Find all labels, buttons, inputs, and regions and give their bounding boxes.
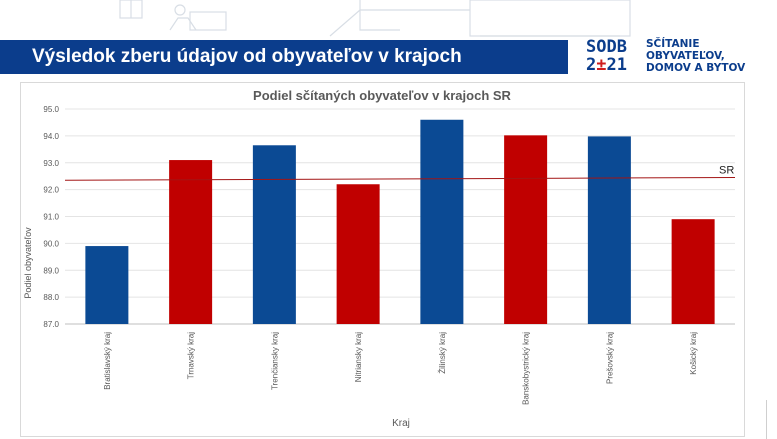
bar-7 — [587, 136, 631, 324]
bar-5 — [420, 119, 464, 324]
bar-1 — [85, 246, 129, 324]
decorative-edge — [766, 400, 777, 439]
x-tick-label: Banskobystrický kraj — [522, 332, 531, 405]
y-tick-label: 92.0 — [43, 186, 59, 195]
y-tick-label: 95.0 — [43, 105, 59, 114]
y-axis-label: Podiel obyvateľov — [23, 227, 33, 299]
y-tick-label: 94.0 — [43, 132, 59, 141]
y-tick-label: 88.0 — [43, 293, 59, 302]
bar-6 — [504, 135, 548, 324]
x-tick-label: Bratislavský kraj — [103, 332, 112, 390]
bar-4 — [336, 184, 380, 324]
logo-code-line2: 2±21 — [586, 56, 636, 74]
x-tick-label: Prešovský kraj — [605, 332, 614, 384]
logo-mark: SODB 2±21 — [586, 38, 636, 74]
x-tick-label: Nitriansky kraj — [354, 332, 363, 382]
logo-code-line1: SODB — [586, 37, 627, 57]
y-tick-label: 89.0 — [43, 266, 59, 275]
chart-gridlines — [65, 108, 735, 325]
bar-chart: Podiel sčítaných obyvateľov v krajoch SR… — [23, 88, 736, 429]
background-sketch — [119, 0, 631, 37]
reference-line-group: SR — [64, 165, 736, 181]
logo-text: SČÍTANIE OBYVATEĽOV, DOMOV A BYTOV — [646, 38, 776, 74]
x-tick-label: Trnavský kraj — [187, 332, 196, 379]
y-tick-label: 87.0 — [43, 320, 59, 329]
bar-8 — [671, 219, 715, 324]
logo-text-line3: DOMOV A BYTOV — [646, 62, 746, 74]
logo-code-digit-b: 21 — [606, 55, 627, 75]
chart-frame: Podiel sčítaných obyvateľov v krajoch SR… — [20, 82, 745, 437]
logo-code-digit-a: 2 — [586, 55, 597, 75]
logo-plusminus: ± — [596, 55, 607, 75]
logo-text-line2: OBYVATEĽOV, — [646, 50, 725, 62]
bar-2 — [169, 160, 213, 324]
logo-text-line1: SČÍTANIE — [646, 38, 700, 50]
chart-title: Podiel sčítaných obyvateľov v krajoch SR — [253, 88, 511, 103]
x-tick-label: Košický kraj — [689, 332, 698, 375]
x-axis-label: Kraj — [392, 418, 410, 429]
y-axis-ticks: 87.0 88.0 89.0 90.0 91.0 92.0 93.0 94.0 95.0 — [43, 105, 59, 329]
x-tick-label: Žilinský kraj — [438, 332, 447, 374]
sr-reference-label: SR — [719, 165, 734, 177]
y-tick-label: 93.0 — [43, 159, 59, 168]
page-title: Výsledok zberu údajov od obyvateľov v kr… — [0, 40, 568, 74]
bar-3 — [252, 145, 296, 324]
y-tick-label: 90.0 — [43, 239, 59, 248]
x-tick-label: Trenčiansky kraj — [270, 332, 279, 390]
x-axis-ticks: Bratislavský kraj Trnavský kraj Trenčiansk… — [103, 332, 698, 405]
sr-reference-line — [64, 177, 736, 181]
y-tick-label: 91.0 — [43, 213, 59, 222]
chart-bars — [85, 119, 715, 324]
